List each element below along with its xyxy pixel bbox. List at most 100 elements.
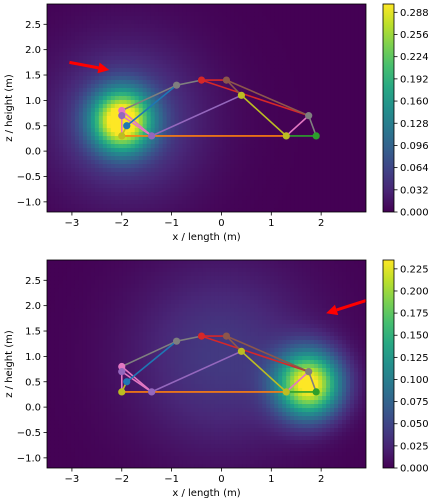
skeleton-edge (285, 371, 310, 393)
x-tick-label: 1 (268, 218, 274, 229)
skeleton-edge (307, 371, 317, 393)
skeleton-edge (240, 350, 287, 393)
skeleton-edge (151, 94, 242, 137)
colorbar-tick-label: 0.225 (400, 264, 429, 275)
colorbar-tick-label: 0.128 (400, 119, 429, 130)
skeleton-edge (121, 370, 153, 393)
skeleton-node (148, 132, 156, 140)
x-tick-label: 0 (218, 474, 224, 485)
colorbar-tick-label: 0.000 (400, 464, 429, 475)
heatmap-cells (47, 4, 366, 212)
colorbar (382, 259, 395, 469)
colorbar-tick-label: 0.160 (400, 97, 429, 108)
skeleton-edge (240, 94, 287, 137)
skeleton-node (118, 362, 126, 371)
skeleton-edge (126, 340, 178, 383)
skeleton-node (123, 122, 131, 130)
x-tick-label: 2 (318, 474, 324, 485)
y-tick-label: 2.0 (25, 45, 41, 56)
skeleton-node (237, 347, 245, 355)
x-tick-label: −1 (164, 218, 179, 229)
skeleton-edge (121, 84, 177, 112)
axes-frame (46, 3, 367, 213)
skeleton-edge (126, 84, 178, 127)
y-tick-label: 1.5 (25, 71, 41, 82)
bottom-panel: −3 −2 −1 0 1 2 −1.0 −0.5 0.0 0.5 1.0 1.5 2.0 2.5 x / l… (4, 259, 429, 499)
skeleton-node (118, 388, 126, 396)
skeleton-node (222, 332, 231, 340)
red-arrow (69, 60, 110, 74)
y-tick-label: 1.0 (25, 352, 41, 363)
skeleton-edge (176, 335, 202, 342)
y-tick-label: −0.5 (17, 172, 41, 183)
skeleton-edge (121, 340, 177, 368)
skeleton-edge (307, 115, 317, 137)
y-tick-label: 2.5 (25, 276, 41, 287)
colorbar-tick-label: 0.050 (400, 419, 429, 430)
skeleton-node (118, 106, 126, 115)
y-axis-label: z / height (m) (4, 74, 15, 142)
colorbar-tick-label: 0.224 (400, 52, 429, 63)
skeleton-node (118, 368, 126, 376)
x-tick-label: −2 (114, 474, 129, 485)
skeleton-node (282, 132, 290, 140)
x-tick-label: −3 (65, 474, 80, 485)
colorbar-tick-label: 0.000 (400, 208, 429, 219)
skeleton-node (282, 388, 290, 396)
y-tick-label: −1.0 (17, 453, 41, 464)
y-tick-label: 1.0 (25, 96, 41, 107)
red-arrow (326, 299, 367, 316)
y-tick-label: 0.5 (25, 377, 41, 388)
skeleton-edge (226, 335, 309, 373)
x-tick-label: −2 (114, 218, 129, 229)
y-tick-label: 0.0 (25, 147, 41, 158)
x-axis-label: x / length (m) (172, 488, 240, 499)
colorbar-tick-label: 0.150 (400, 331, 429, 342)
y-tick-label: 2.5 (25, 20, 41, 31)
skeleton-node (197, 76, 206, 84)
skeleton-node (312, 388, 320, 396)
skeleton-edge (121, 114, 153, 137)
skeleton-node (172, 337, 181, 345)
skeleton (118, 76, 320, 140)
colorbar-tick-label: 0.075 (400, 397, 429, 408)
colorbar-tick-label: 0.100 (400, 375, 429, 386)
skeleton-node (172, 81, 181, 89)
skeleton-node (123, 378, 131, 386)
colorbar (382, 3, 395, 213)
heatmap-cells (47, 260, 366, 468)
y-tick-label: 1.5 (25, 327, 41, 338)
skeleton-edge (285, 115, 310, 137)
skeleton-edge (201, 79, 309, 117)
skeleton-node (305, 368, 313, 376)
colorbar-tick-label: 0.125 (400, 353, 429, 364)
x-tick-label: −3 (65, 218, 80, 229)
skeleton-node (312, 132, 320, 140)
skeleton-node (237, 91, 245, 99)
x-tick-label: 1 (268, 474, 274, 485)
x-tick-label: −1 (164, 474, 179, 485)
skeleton-node (222, 76, 231, 84)
colorbar-tick-label: 0.025 (400, 441, 429, 452)
y-tick-label: 0.0 (25, 403, 41, 414)
colorbar-tick-label: 0.256 (400, 30, 429, 41)
colorbar-tick-label: 0.064 (400, 163, 429, 174)
axes-frame (46, 259, 367, 469)
skeleton (118, 332, 320, 396)
y-tick-label: 0.5 (25, 121, 41, 132)
colorbar-tick-label: 0.175 (400, 309, 429, 320)
skeleton-edge (201, 335, 309, 373)
skeleton-edge (176, 79, 202, 86)
colorbar-tick-label: 0.200 (400, 286, 429, 297)
y-axis-label: z / height (m) (4, 330, 15, 398)
skeleton-edge (226, 79, 309, 117)
skeleton-node (197, 332, 206, 340)
skeleton-node (118, 112, 126, 120)
colorbar-tick-label: 0.032 (400, 185, 429, 196)
x-tick-label: 0 (218, 218, 224, 229)
top-panel: −3 −2 −1 0 1 2 −1.0 −0.5 0.0 0.5 1.0 1.5 2.0 2.5 x / l… (4, 3, 429, 243)
x-axis-label: x / length (m) (172, 232, 240, 243)
colorbar-tick-label: 0.288 (400, 8, 429, 19)
skeleton-node (305, 112, 313, 120)
